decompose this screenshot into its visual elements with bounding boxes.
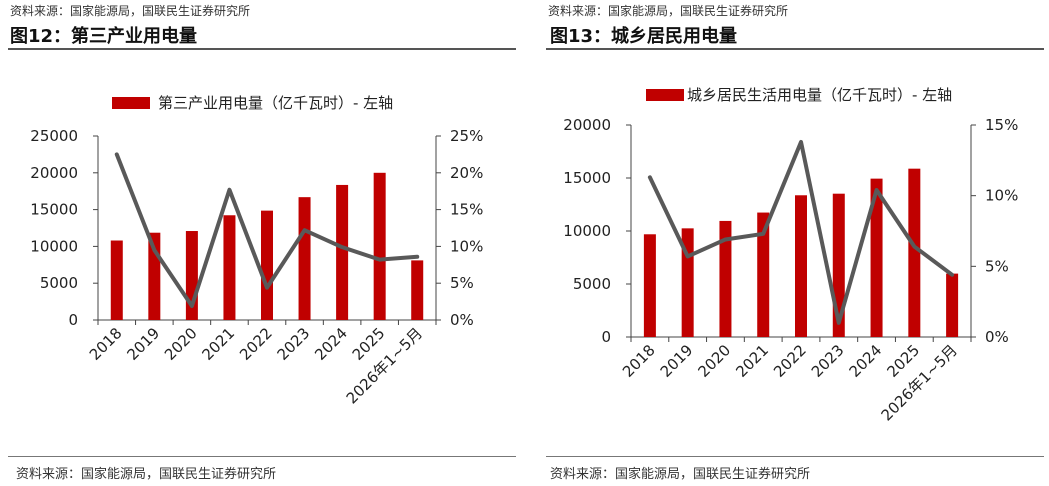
category-label: 2018 bbox=[619, 341, 659, 381]
left-tick-label: 0 bbox=[68, 311, 78, 329]
title-divider bbox=[8, 48, 516, 50]
category-label: 2024 bbox=[846, 341, 886, 381]
figure-title: 图12：第三产业用电量 bbox=[10, 26, 198, 47]
footer-divider bbox=[546, 456, 1044, 457]
bar bbox=[719, 220, 732, 337]
source-note-top: 资料来源：国家能源局，国联民生证券研究所 bbox=[548, 4, 789, 18]
category-label: 2022 bbox=[770, 341, 810, 381]
figure-13-panel: 资料来源：国家能源局，国联民生证券研究所 图13：城乡居民用电量 城乡居民生活用… bbox=[546, 0, 1049, 486]
bar bbox=[643, 234, 656, 337]
source-note-bottom: 资料来源：国家能源局，国联民生证券研究所 bbox=[550, 467, 811, 482]
bar bbox=[946, 273, 959, 337]
source-note-top: 资料来源：国家能源局，国联民生证券研究所 bbox=[10, 4, 251, 18]
category-label: 2018 bbox=[86, 324, 126, 364]
category-label: 2023 bbox=[808, 341, 848, 381]
category-label: 2020 bbox=[161, 324, 201, 364]
residential-chart: 城乡居民生活用电量（亿千瓦时）- 左轴 0 5000 10000 15000 20000 0… bbox=[563, 86, 1018, 424]
right-tick-label: 15% bbox=[985, 116, 1018, 134]
figure-12-panel: 资料来源：国家能源局，国联民生证券研究所 图12：第三产业用电量 第三产业用电量… bbox=[8, 4, 516, 482]
legend-label: 第三产业用电量（亿千瓦时）- 左轴 bbox=[158, 94, 393, 112]
left-tick-label: 15000 bbox=[30, 201, 78, 219]
left-tick-label: 5000 bbox=[573, 275, 611, 293]
right-tick-label: 0% bbox=[985, 328, 1009, 346]
right-tick-label: 5% bbox=[985, 257, 1009, 275]
legend: 第三产业用电量（亿千瓦时）- 左轴 bbox=[112, 94, 393, 112]
source-note-bottom: 资料来源：国家能源局，国联民生证券研究所 bbox=[16, 467, 277, 482]
figure-title: 图13：城乡居民用电量 bbox=[550, 26, 738, 47]
left-tick-label: 0 bbox=[601, 328, 611, 346]
bar bbox=[411, 260, 424, 320]
bar bbox=[223, 215, 236, 320]
category-label: 2019 bbox=[657, 341, 697, 381]
legend: 城乡居民生活用电量（亿千瓦时）- 左轴 bbox=[646, 86, 952, 104]
category-label: 2022 bbox=[236, 324, 276, 364]
bar bbox=[795, 195, 807, 337]
left-tick-label: 20000 bbox=[30, 164, 78, 182]
left-tick-label: 25000 bbox=[30, 127, 78, 145]
tertiary-industry-chart: 第三产业用电量（亿千瓦时）- 左轴 0 5000 10000 15000 20000 250… bbox=[30, 94, 483, 407]
right-tick-label: 5% bbox=[450, 274, 474, 292]
legend-label: 城乡居民生活用电量（亿千瓦时）- 左轴 bbox=[687, 86, 952, 104]
bar bbox=[373, 172, 386, 320]
category-label: 2023 bbox=[274, 324, 314, 364]
title-divider bbox=[546, 48, 1044, 50]
legend-swatch-bar bbox=[112, 97, 150, 109]
right-tick-label: 10% bbox=[450, 237, 483, 255]
category-label: 2020 bbox=[695, 341, 735, 381]
left-tick-label: 15000 bbox=[563, 169, 611, 187]
bar bbox=[757, 212, 770, 337]
legend-swatch-bar bbox=[646, 89, 684, 101]
bar bbox=[298, 197, 311, 320]
bar bbox=[336, 184, 349, 320]
left-tick-label: 20000 bbox=[563, 116, 611, 134]
category-label: 2019 bbox=[123, 324, 163, 364]
left-tick-label: 5000 bbox=[40, 274, 78, 292]
bar-series bbox=[110, 172, 424, 320]
bar-series bbox=[643, 168, 959, 337]
bar bbox=[870, 178, 883, 337]
left-tick-label: 10000 bbox=[563, 222, 611, 240]
category-label: 2021 bbox=[732, 341, 772, 381]
category-label: 2024 bbox=[311, 324, 351, 364]
right-tick-label: 0% bbox=[450, 311, 474, 329]
right-tick-label: 15% bbox=[450, 201, 483, 219]
left-tick-label: 10000 bbox=[30, 237, 78, 255]
right-tick-label: 20% bbox=[450, 164, 483, 182]
category-label: 2021 bbox=[199, 324, 239, 364]
bar bbox=[110, 240, 123, 320]
right-tick-label: 25% bbox=[450, 127, 483, 145]
bar bbox=[261, 210, 273, 320]
right-tick-label: 10% bbox=[985, 187, 1018, 205]
footer-divider bbox=[8, 456, 516, 457]
bar bbox=[908, 168, 921, 337]
